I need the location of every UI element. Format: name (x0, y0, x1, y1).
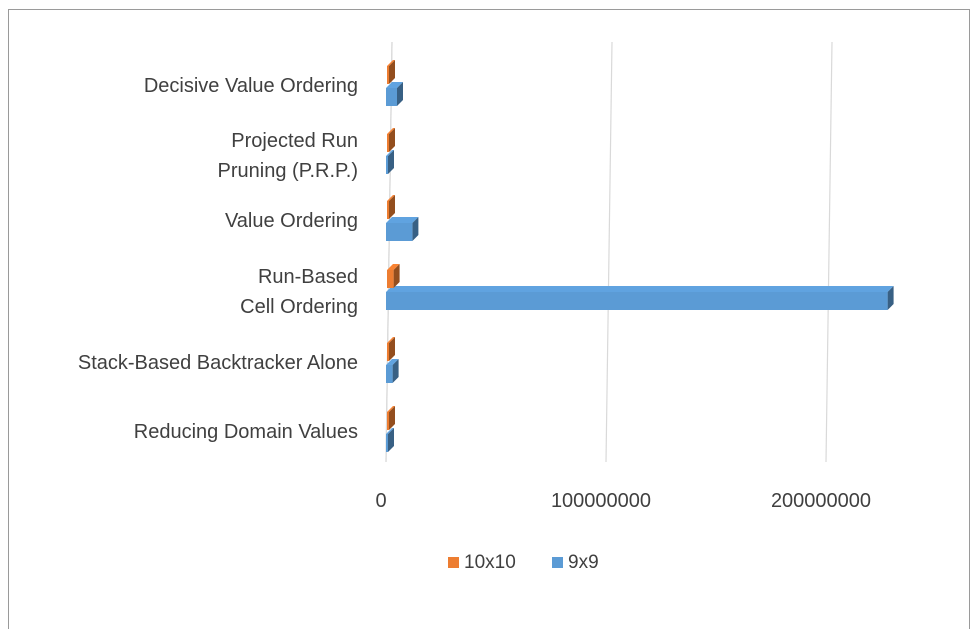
bar-9x9 (386, 82, 403, 106)
x-tick-label: 100000000 (551, 490, 651, 512)
bar-10x10 (387, 337, 395, 361)
bar-10x10 (387, 60, 395, 84)
bar-9x9 (386, 428, 394, 452)
bar-10x10 (387, 195, 395, 219)
bars (386, 60, 894, 452)
bar-9x9 (386, 286, 894, 310)
category-label: Projected Run (231, 130, 358, 152)
chart-frame (8, 9, 970, 629)
category-label: Decisive Value Ordering (144, 75, 358, 97)
grid-lines (385, 41, 833, 463)
category-label: Stack-Based Backtracker Alone (78, 352, 358, 374)
axis-line (385, 41, 393, 463)
x-tick-label: 0 (375, 490, 386, 512)
category-label: Cell Ordering (240, 296, 358, 318)
category-label: Pruning (P.R.P.) (218, 160, 358, 182)
bar-10x10 (387, 264, 400, 288)
x-tick-label: 200000000 (771, 490, 871, 512)
bar-9x9 (386, 359, 399, 383)
legend-swatch (448, 557, 459, 568)
legend: 10x10 9x9 (448, 552, 599, 573)
legend-label: 9x9 (568, 552, 599, 573)
category-label: Reducing Domain Values (134, 421, 358, 443)
legend-swatch (552, 557, 563, 568)
category-label: Run-Based (258, 266, 358, 288)
x-tick-labels: 0 100000000 200000000 (375, 490, 871, 512)
bar-10x10 (387, 128, 395, 152)
bar-9x9 (386, 217, 419, 241)
category-label: Value Ordering (225, 210, 358, 232)
bar-9x9 (386, 150, 394, 174)
bar-10x10 (387, 406, 395, 430)
gridline (825, 41, 833, 463)
gridline (605, 41, 613, 463)
legend-label: 10x10 (464, 552, 516, 573)
category-labels: Reducing Domain Values Stack-Based Backtr… (78, 75, 358, 443)
